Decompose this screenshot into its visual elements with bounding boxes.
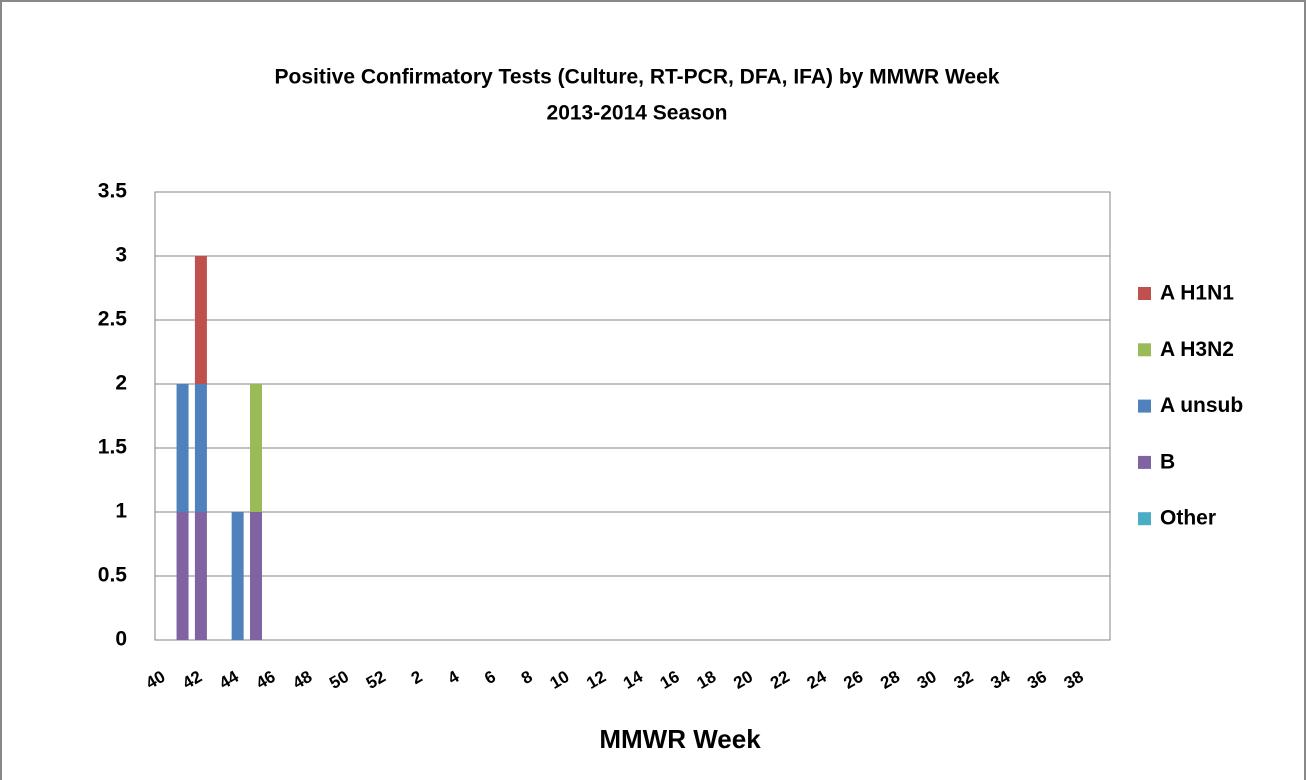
- y-tick-label: 2: [115, 372, 127, 395]
- legend-label: A H3N2: [1160, 338, 1234, 361]
- legend-swatch: [1138, 343, 1151, 357]
- bar-segment: [194, 256, 207, 384]
- bar-segment: [176, 512, 189, 640]
- y-tick-label: 2.5: [98, 308, 128, 331]
- legend-label: A H1N1: [1160, 282, 1234, 305]
- legend-swatch: [1138, 455, 1151, 469]
- legend-swatch: [1138, 512, 1151, 526]
- x-axis-title: MMWR Week: [599, 724, 761, 754]
- bar-segment: [194, 384, 207, 512]
- legend-label: A unsub: [1160, 394, 1243, 417]
- bar-segment: [176, 384, 189, 512]
- y-tick-label: 1: [115, 500, 127, 523]
- y-tick-label: 0.5: [98, 564, 128, 587]
- bar-segment: [250, 512, 263, 640]
- y-tick-label: 1.5: [98, 436, 128, 459]
- bar-segment: [194, 512, 207, 640]
- bar-segment: [231, 512, 244, 640]
- legend-label: B: [1160, 450, 1175, 473]
- y-tick-label: 0: [115, 628, 127, 651]
- chart-subtitle: 2013-2014 Season: [547, 102, 728, 125]
- legend-label: Other: [1160, 507, 1216, 530]
- legend-swatch: [1138, 399, 1151, 413]
- chart-title: Positive Confirmatory Tests (Culture, RT…: [275, 66, 1000, 89]
- legend-swatch: [1138, 287, 1151, 300]
- y-tick-label: 3: [115, 244, 127, 267]
- bar-segment: [250, 384, 263, 512]
- y-tick-label: 3.5: [98, 180, 128, 203]
